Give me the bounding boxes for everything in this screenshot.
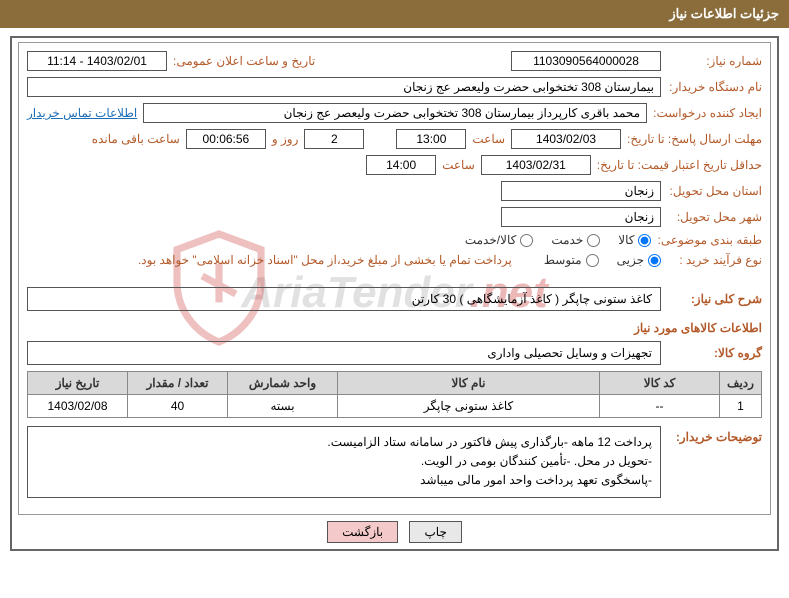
button-row: چاپ بازگشت <box>18 521 771 543</box>
back-button[interactable]: بازگشت <box>327 521 398 543</box>
table-cell: 1 <box>720 395 762 418</box>
goods-heading: اطلاعات کالاهای مورد نیاز <box>27 321 762 335</box>
group-label: گروه کالا: <box>667 346 762 360</box>
radio-medium-input[interactable] <box>586 254 599 267</box>
payment-note: پرداخت تمام یا بخشی از مبلغ خرید،از محل … <box>138 253 512 267</box>
goods-table: ردیف کد کالا نام کالا واحد شمارش تعداد /… <box>27 371 762 418</box>
buyer-org-label: نام دستگاه خریدار: <box>667 80 762 94</box>
countdown-field: 00:06:56 <box>186 129 266 149</box>
validity-time-label: ساعت <box>442 158 475 172</box>
radio-both[interactable]: کالا/خدمت <box>465 233 533 247</box>
th-need-date: تاریخ نیاز <box>28 372 128 395</box>
need-no-label: شماره نیاز: <box>667 54 762 68</box>
radio-goods[interactable]: کالا <box>618 233 651 247</box>
province-field: زنجان <box>501 181 661 201</box>
group-field: تجهیزات و وسایل تحصیلی واداری <box>27 341 661 365</box>
resp-deadline-label: مهلت ارسال پاسخ: تا تاریخ: <box>627 132 762 146</box>
process-group: جزیی متوسط <box>544 253 661 267</box>
th-qty: تعداد / مقدار <box>128 372 228 395</box>
city-label: شهر محل تحویل: <box>667 210 762 224</box>
row-need-no: شماره نیاز: 1103090564000028 تاریخ و ساع… <box>27 51 762 71</box>
row-buyer-notes: توضیحات خریدار: پرداخت 12 ماهه -بارگذاری… <box>27 426 762 498</box>
buyer-note-line: -تحویل در محل. -تأمین کنندگان بومی در ال… <box>36 452 652 471</box>
overview-label: شرح کلی نیاز: <box>667 292 762 306</box>
row-province: استان محل تحویل: زنجان <box>27 181 762 201</box>
announce-field: 1403/02/01 - 11:14 <box>27 51 167 71</box>
print-button[interactable]: چاپ <box>409 521 461 543</box>
page-header: جزئیات اطلاعات نیاز <box>0 0 789 28</box>
city-field: زنجان <box>501 207 661 227</box>
buyer-org-field: بیمارستان 308 تختخوابی حضرت ولیعصر عج زن… <box>27 77 661 97</box>
th-unit: واحد شمارش <box>228 372 338 395</box>
resp-time-field: 13:00 <box>396 129 466 149</box>
inner-frame: AriaTender.net شماره نیاز: 1103090564000… <box>18 42 771 515</box>
table-cell: 1403/02/08 <box>28 395 128 418</box>
need-no-field: 1103090564000028 <box>511 51 661 71</box>
row-process: نوع فرآیند خرید : جزیی متوسط پرداخت تمام… <box>27 253 762 267</box>
process-label: نوع فرآیند خرید : <box>667 253 762 267</box>
validity-date-field: 1403/02/31 <box>481 155 591 175</box>
province-label: استان محل تحویل: <box>667 184 762 198</box>
th-code: کد کالا <box>600 372 720 395</box>
table-header-row: ردیف کد کالا نام کالا واحد شمارش تعداد /… <box>28 372 762 395</box>
requester-label: ایجاد کننده درخواست: <box>653 106 762 120</box>
buyer-note-line: -پاسخگوی تعهد پرداخت واحد امور مالی میبا… <box>36 471 652 490</box>
table-cell: -- <box>600 395 720 418</box>
buyer-note-line: پرداخت 12 ماهه -بارگذاری پیش فاکتور در س… <box>36 433 652 452</box>
outer-frame: AriaTender.net شماره نیاز: 1103090564000… <box>10 36 779 551</box>
buyer-notes-label: توضیحات خریدار: <box>667 426 762 444</box>
days-and-label: روز و <box>272 132 299 146</box>
page-title: جزئیات اطلاعات نیاز <box>669 6 779 21</box>
validity-time-field: 14:00 <box>366 155 436 175</box>
subject-cat-label: طبقه بندی موضوعی: <box>657 233 762 247</box>
row-subject-cat: طبقه بندی موضوعی: کالا خدمت کالا/خدمت <box>27 233 762 247</box>
subject-cat-group: کالا خدمت کالا/خدمت <box>465 233 652 247</box>
resp-time-label: ساعت <box>472 132 505 146</box>
radio-medium[interactable]: متوسط <box>544 253 599 267</box>
contact-link[interactable]: اطلاعات تماس خریدار <box>27 106 137 120</box>
table-cell: بسته <box>228 395 338 418</box>
resp-date-field: 1403/02/03 <box>511 129 621 149</box>
remaining-label: ساعت باقی مانده <box>92 132 180 146</box>
table-cell: کاغذ ستونی چاپگر <box>338 395 600 418</box>
radio-service-input[interactable] <box>587 234 600 247</box>
row-response-deadline: مهلت ارسال پاسخ: تا تاریخ: 1403/02/03 سا… <box>27 129 762 149</box>
row-validity: حداقل تاریخ اعتبار قیمت: تا تاریخ: 1403/… <box>27 155 762 175</box>
table-cell: 40 <box>128 395 228 418</box>
radio-partial[interactable]: جزیی <box>617 253 661 267</box>
radio-goods-input[interactable] <box>638 234 651 247</box>
validity-label: حداقل تاریخ اعتبار قیمت: تا تاریخ: <box>597 158 762 172</box>
overview-field: کاغذ ستونی چاپگر ( کاغذ آزمایشگاهی ) 30 … <box>27 287 661 311</box>
announce-label: تاریخ و ساعت اعلان عمومی: <box>173 54 315 68</box>
buyer-notes-box: پرداخت 12 ماهه -بارگذاری پیش فاکتور در س… <box>27 426 661 498</box>
row-buyer-org: نام دستگاه خریدار: بیمارستان 308 تختخواب… <box>27 77 762 97</box>
row-city: شهر محل تحویل: زنجان <box>27 207 762 227</box>
radio-partial-input[interactable] <box>648 254 661 267</box>
th-name: نام کالا <box>338 372 600 395</box>
requester-field: محمد باقری کارپرداز بیمارستان 308 تختخوا… <box>143 103 647 123</box>
days-field: 2 <box>304 129 364 149</box>
row-group: گروه کالا: تجهیزات و وسایل تحصیلی واداری <box>27 341 762 365</box>
radio-both-input[interactable] <box>520 234 533 247</box>
th-row: ردیف <box>720 372 762 395</box>
row-requester: ایجاد کننده درخواست: محمد باقری کارپرداز… <box>27 103 762 123</box>
row-overview: شرح کلی نیاز: کاغذ ستونی چاپگر ( کاغذ آز… <box>27 287 762 311</box>
table-row: 1--کاغذ ستونی چاپگربسته401403/02/08 <box>28 395 762 418</box>
radio-service[interactable]: خدمت <box>551 233 600 247</box>
